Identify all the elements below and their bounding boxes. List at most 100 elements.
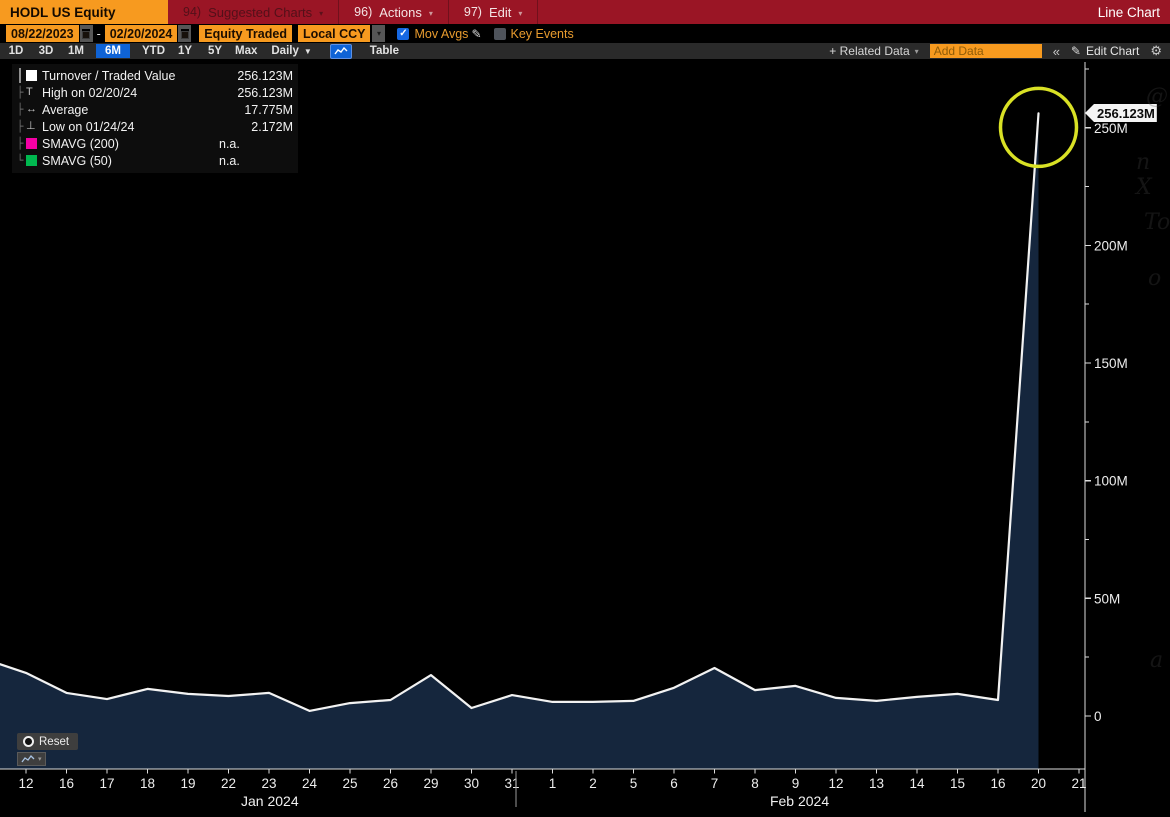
- range-buttons: 1D 3D 1M 6M YTD 1Y 5Y Max: [6, 44, 267, 58]
- x-tick-label: 12: [828, 776, 843, 791]
- x-tick-label: 18: [140, 776, 155, 791]
- chart-type-line-icon[interactable]: [329, 43, 352, 59]
- chevron-down-icon: ▾: [319, 8, 324, 18]
- range-button-3d[interactable]: 3D: [38, 45, 54, 57]
- reset-label: Reset: [39, 735, 70, 748]
- legend-label: SMAVG (200): [42, 136, 119, 151]
- high-marker-icon: T: [26, 86, 33, 98]
- legend-row-high[interactable]: ├ T High on 02/20/24 256.123M: [14, 84, 293, 101]
- legend-row-low[interactable]: ├ ⊥ Low on 01/24/24 2.172M: [14, 118, 293, 135]
- period-selector[interactable]: Daily ▼: [271, 45, 311, 57]
- tree-connector: └: [16, 154, 24, 167]
- menu-actions[interactable]: 96) Actions ▾: [339, 0, 449, 24]
- currency-dropdown-button[interactable]: ▾: [372, 25, 386, 42]
- tree-connector: ├: [16, 120, 24, 133]
- end-date-field[interactable]: 02/20/2024: [104, 25, 178, 42]
- legend-label: SMAVG (50): [42, 153, 112, 168]
- related-data-button[interactable]: + Related Data ▾: [829, 44, 918, 58]
- legend-row-average[interactable]: ├ ↔ Average 17.775M: [14, 101, 293, 118]
- expander-box-icon: [19, 68, 21, 83]
- series-area: [0, 113, 1039, 769]
- month-label: Jan 2024: [241, 793, 299, 809]
- legend-value: 17.775M: [244, 102, 293, 117]
- average-marker-icon: ↔: [26, 103, 37, 115]
- range-button-1d[interactable]: 1D: [8, 45, 24, 57]
- legend-value: n.a.: [219, 136, 240, 151]
- table-button[interactable]: Table: [369, 45, 399, 57]
- range-button-5y[interactable]: 5Y: [207, 45, 223, 57]
- key-events-label[interactable]: Key Events: [510, 26, 574, 41]
- security-ticker-tag[interactable]: HODL US Equity: [0, 0, 168, 24]
- chevron-down-icon: ▾: [38, 756, 42, 763]
- legend-label: Low on 01/24/24: [42, 119, 135, 134]
- menu-suggested-charts[interactable]: 94) Suggested Charts ▾: [168, 0, 340, 24]
- menu-label: Suggested Charts: [208, 4, 313, 20]
- range-button-6m[interactable]: 6M: [96, 44, 130, 58]
- chevron-down-icon: ▾: [428, 8, 433, 18]
- pencil-icon[interactable]: ✎: [471, 26, 482, 41]
- title-bar: HODL US Equity 94) Suggested Charts ▾ 96…: [0, 0, 1170, 24]
- legend-tree-expander[interactable]: [14, 68, 26, 83]
- edit-chart-button[interactable]: ✎ Edit Chart: [1071, 44, 1139, 58]
- x-tick-label: 1: [549, 776, 557, 791]
- x-tick-label: 8: [751, 776, 759, 791]
- legend-row-smavg200[interactable]: ├ SMAVG (200) n.a.: [14, 135, 293, 152]
- smavg50-swatch-icon: [26, 155, 42, 166]
- peak-annotation-circle[interactable]: [998, 86, 1079, 169]
- calendar-icon[interactable]: [178, 25, 192, 42]
- x-tick-label: 23: [261, 776, 276, 791]
- mov-avgs-label[interactable]: Mov Avgs: [414, 26, 469, 41]
- menu-edit[interactable]: 97) Edit ▾: [449, 0, 539, 24]
- y-tick-label: 100M: [1094, 474, 1128, 489]
- period-label: Daily: [271, 45, 299, 57]
- x-tick-label: 2: [589, 776, 597, 791]
- legend-row-series[interactable]: Turnover / Traded Value 256.123M: [14, 67, 293, 84]
- add-data-input[interactable]: Add Data: [929, 44, 1042, 58]
- start-date-field[interactable]: 08/22/2023: [6, 25, 79, 42]
- smavg200-swatch-icon: [26, 138, 42, 149]
- chevron-down-icon: ▾: [518, 8, 523, 18]
- x-tick-label: 7: [711, 776, 719, 791]
- x-tick-label: 25: [342, 776, 357, 791]
- mini-chart-type-button[interactable]: ▾: [17, 752, 46, 766]
- menu-key: 96): [354, 5, 373, 19]
- gear-icon[interactable]: ⚙: [1150, 43, 1162, 58]
- chart-settings-bar: 08/22/2023 - 02/20/2024 Equity Traded Lo…: [0, 24, 1170, 43]
- y-tick-label: 0: [1094, 709, 1102, 724]
- edit-chart-label: Edit Chart: [1085, 44, 1140, 58]
- currency-selector[interactable]: Local CCY: [297, 25, 371, 42]
- y-tick-label: 150M: [1094, 356, 1128, 371]
- reset-zoom-button[interactable]: Reset: [17, 733, 79, 750]
- range-button-max[interactable]: Max: [235, 45, 258, 57]
- legend-row-smavg50[interactable]: └ SMAVG (50) n.a.: [14, 152, 293, 169]
- date-range-separator: -: [96, 26, 101, 41]
- x-tick-label: 21: [1071, 776, 1086, 791]
- key-events-checkbox[interactable]: [493, 27, 506, 40]
- price-chart-plot[interactable]: 12 16 17 18 19 22 23 24 25 26 29 30 31 1 2 5 6 7 8 9 12 13 14 1…: [0, 60, 1170, 817]
- range-button-1y[interactable]: 1Y: [177, 45, 193, 57]
- menu-key: 94): [183, 5, 202, 19]
- menu-key: 97): [463, 5, 482, 19]
- calendar-glyph: [82, 28, 91, 39]
- x-tick-label: 15: [950, 776, 965, 791]
- calendar-icon[interactable]: [79, 25, 93, 42]
- menu-label: Edit: [488, 4, 512, 20]
- menu-label: Actions: [379, 4, 422, 20]
- legend-value: 2.172M: [251, 119, 293, 134]
- mov-avgs-checkbox[interactable]: [397, 27, 410, 40]
- study-selector[interactable]: Equity Traded: [199, 25, 292, 42]
- x-tick-label: 26: [383, 776, 398, 791]
- legend-label: Average: [42, 102, 89, 117]
- month-label: Feb 2024: [770, 793, 829, 809]
- last-price-flag: 256.123M: [1085, 104, 1157, 122]
- range-button-1m[interactable]: 1M: [68, 45, 84, 57]
- chevron-down-icon: ▼: [303, 46, 312, 56]
- x-tick-label: 16: [990, 776, 1005, 791]
- tree-connector: ├: [16, 86, 24, 99]
- y-tick-label: 50M: [1094, 591, 1120, 606]
- collapse-panel-icon[interactable]: «: [1052, 43, 1060, 59]
- range-button-ytd[interactable]: YTD: [142, 45, 165, 57]
- x-tick-label: 16: [59, 776, 74, 791]
- x-tick-label: 24: [302, 776, 318, 791]
